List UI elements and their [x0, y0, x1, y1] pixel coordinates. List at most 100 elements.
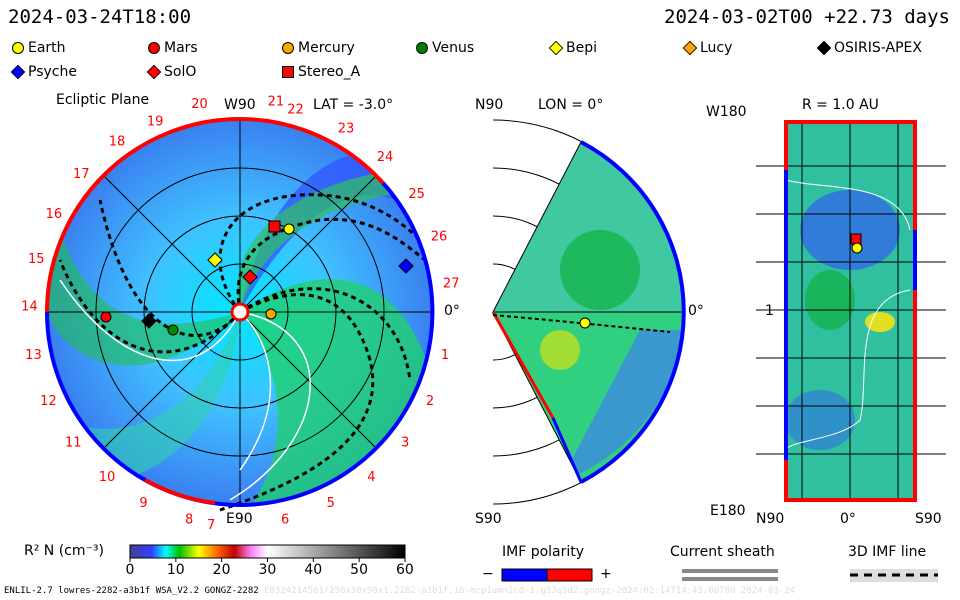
day-label: 21 [268, 94, 285, 109]
stereo-a-marker [268, 220, 281, 233]
day-label: 25 [408, 187, 425, 202]
legend-item-venus: Venus [416, 40, 474, 56]
psyche-marker [398, 258, 414, 274]
radial-bottom-label: E180 [710, 503, 746, 519]
venus-marker [167, 324, 179, 336]
day-label: 4 [367, 470, 375, 485]
radial-top-label: W180 [706, 104, 747, 120]
day-label: 11 [65, 435, 82, 450]
imf-minus: − [482, 566, 494, 582]
circle-marker-icon [416, 42, 428, 54]
ecliptic-zero-label: 0° [444, 303, 460, 319]
legend-item-stereo-a: Stereo_A [282, 64, 360, 80]
bepi-marker [207, 252, 223, 268]
day-label: 20 [191, 97, 208, 112]
legend-label: Lucy [700, 40, 733, 56]
day-label: 10 [99, 470, 116, 485]
circle-marker-icon [282, 42, 294, 54]
legend-label: OSIRIS-APEX [834, 40, 922, 56]
day-label: 13 [25, 348, 42, 363]
legend-item-earth: Earth [12, 40, 66, 56]
colorbar [129, 544, 406, 559]
solo-marker [242, 269, 258, 285]
legend-label: Mars [164, 40, 198, 56]
imf-lines [59, 279, 311, 501]
day-label: 9 [139, 496, 147, 511]
lon-label: LON = 0° [538, 97, 604, 113]
day-label: 8 [185, 512, 193, 527]
day-label: 2 [426, 394, 434, 409]
day-label: 3 [401, 435, 409, 450]
ecliptic-top-label: W90 [224, 97, 256, 113]
square-marker-icon [282, 66, 294, 78]
legend-item-mercury: Mercury [282, 40, 355, 56]
radial-plot [756, 120, 946, 502]
meridional-bottom-label: S90 [475, 511, 502, 527]
footer-run: E0324214501/256x30x90x1.2282-a3b1f.16-mc… [264, 586, 796, 596]
day-label: 15 [28, 252, 45, 267]
day-label: 23 [338, 122, 355, 137]
day-label: 5 [327, 496, 335, 511]
imf-polarity-label: IMF polarity [502, 544, 585, 560]
colorbar-tick-label: 20 [212, 562, 231, 578]
colorbar-tick-label: 10 [166, 562, 185, 578]
day-label: 18 [109, 134, 126, 149]
legend-item-osiris-apex: OSIRIS-APEX [816, 40, 922, 56]
legend-item-bepi: Bepi [548, 40, 597, 56]
reference-time: 2024-03-02T00 +22.73 days [664, 6, 950, 28]
radial-mid-label: 1 [765, 303, 774, 319]
day-label: 22 [287, 103, 304, 118]
legend-item-lucy: Lucy [682, 40, 733, 56]
colorbar-tick-label: 0 [125, 562, 135, 578]
mercury-marker [265, 308, 277, 320]
day-label: 19 [147, 115, 164, 130]
ecliptic-title: Ecliptic Plane [56, 92, 150, 108]
day-label: 1 [441, 348, 449, 363]
legend-item-solo: SolO [146, 64, 197, 80]
day-label: 16 [46, 207, 63, 222]
day-label: 24 [377, 150, 394, 165]
day-label: 12 [40, 394, 57, 409]
earth-marker [283, 223, 295, 235]
legend-item-psyche: Psyche [10, 64, 77, 80]
radial-x-label-s90: S90 [915, 511, 942, 527]
legend-label: Stereo_A [298, 64, 361, 80]
colorbar-tick-label: 30 [258, 562, 277, 578]
legend-label: Earth [28, 40, 66, 56]
circle-marker-icon [148, 42, 160, 54]
ecliptic-bottom-label: E90 [226, 511, 253, 527]
radial-x-label-n90: N90 [756, 511, 785, 527]
legend-label: Psyche [28, 64, 77, 80]
legend-item-mars: Mars [148, 40, 198, 56]
radial-x-label-0: 0° [840, 511, 856, 527]
meridional-plot [491, 119, 686, 505]
bodies [100, 220, 414, 336]
colorbar-tick-label: 50 [350, 562, 368, 578]
current-sheath-label: Current sheath [670, 544, 775, 560]
meridional-zero-label: 0° [688, 303, 704, 319]
day-label: 26 [431, 230, 448, 245]
legend-label: SolO [164, 64, 197, 80]
day-label: 6 [281, 512, 289, 527]
footer-model: ENLIL-2.7 lowres-2282-a3b1f WSA_V2.2 GON… [4, 586, 259, 596]
radial-title: R = 1.0 AU [802, 97, 879, 113]
osiris-apex-marker [141, 313, 157, 329]
circle-marker-icon [12, 42, 24, 54]
legend-label: Venus [432, 40, 475, 56]
legend-label: Mercury [298, 40, 355, 56]
datetime: 2024-03-24T18:00 [8, 6, 192, 28]
day-label: 27 [443, 276, 460, 291]
colorbar-tick-label: 60 [396, 562, 414, 578]
colorbar-label: R² N (cm⁻³) [24, 543, 104, 559]
imf-line-label: 3D IMF line [848, 544, 927, 560]
legend-label: Bepi [566, 40, 597, 56]
current-sheath-lines [58, 193, 426, 512]
meridional-top-label: N90 [475, 97, 504, 113]
footer: ENLIL-2.7 lowres-2282-a3b1f WSA_V2.2 GON… [4, 586, 795, 596]
lat-label: LAT = -3.0° [313, 97, 394, 113]
day-label: 14 [21, 300, 38, 315]
imf-plus: + [600, 566, 612, 582]
colorbar-tick-label: 40 [304, 562, 323, 578]
